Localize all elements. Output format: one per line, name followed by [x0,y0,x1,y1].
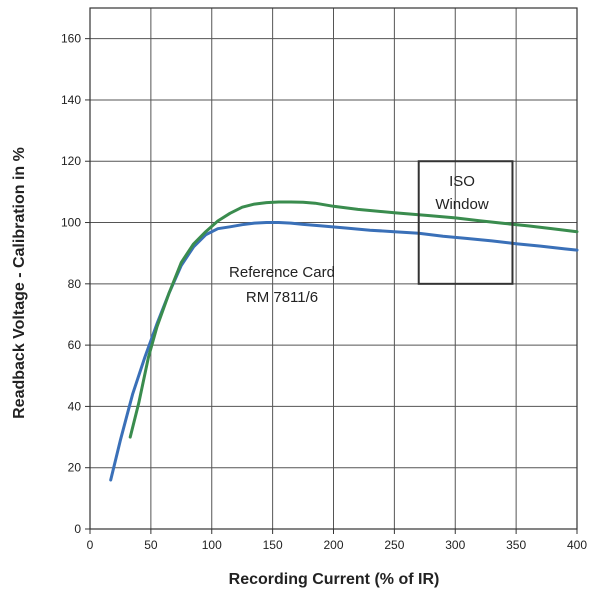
x-tick-label: 150 [263,538,283,552]
y-tick-label: 0 [74,522,81,536]
iso-label-line1: ISO [449,173,475,190]
y-tick-label: 40 [68,399,82,413]
y-axis-label: Readback Voltage - Calibration in % [11,147,28,419]
x-tick-label: 0 [87,538,94,552]
tick-labels: 0 50 100 150 200 250 300 350 400 0 20 40 60 80 100 120 1… [61,32,587,552]
x-tick-label: 250 [384,538,404,552]
y-tick-label: 140 [61,93,81,107]
series-lines [109,200,579,482]
axes [85,7,578,534]
iso-window-box [417,160,514,285]
y-tick-label: 80 [68,277,82,291]
iso-label-line2: Window [435,196,489,213]
y-tick-label: 120 [61,154,81,168]
curve-label-line1: Reference Card [229,264,335,281]
x-axis-label: Recording Current (% of IR) [229,571,440,588]
x-tick-label: 300 [445,538,465,552]
y-tick-label: 20 [68,461,82,475]
plot-frame [89,7,578,530]
x-tick-label: 400 [567,538,587,552]
y-tick-label: 60 [68,338,82,352]
x-tick-label: 100 [202,538,222,552]
x-tick-label: 50 [144,538,158,552]
curve-label-line2: RM 7811/6 [246,289,318,306]
y-tick-label: 100 [61,216,81,230]
x-tick-label: 200 [323,538,343,552]
x-tick-label: 350 [506,538,526,552]
y-tick-label: 160 [61,32,81,46]
series-line-2 [128,200,579,439]
